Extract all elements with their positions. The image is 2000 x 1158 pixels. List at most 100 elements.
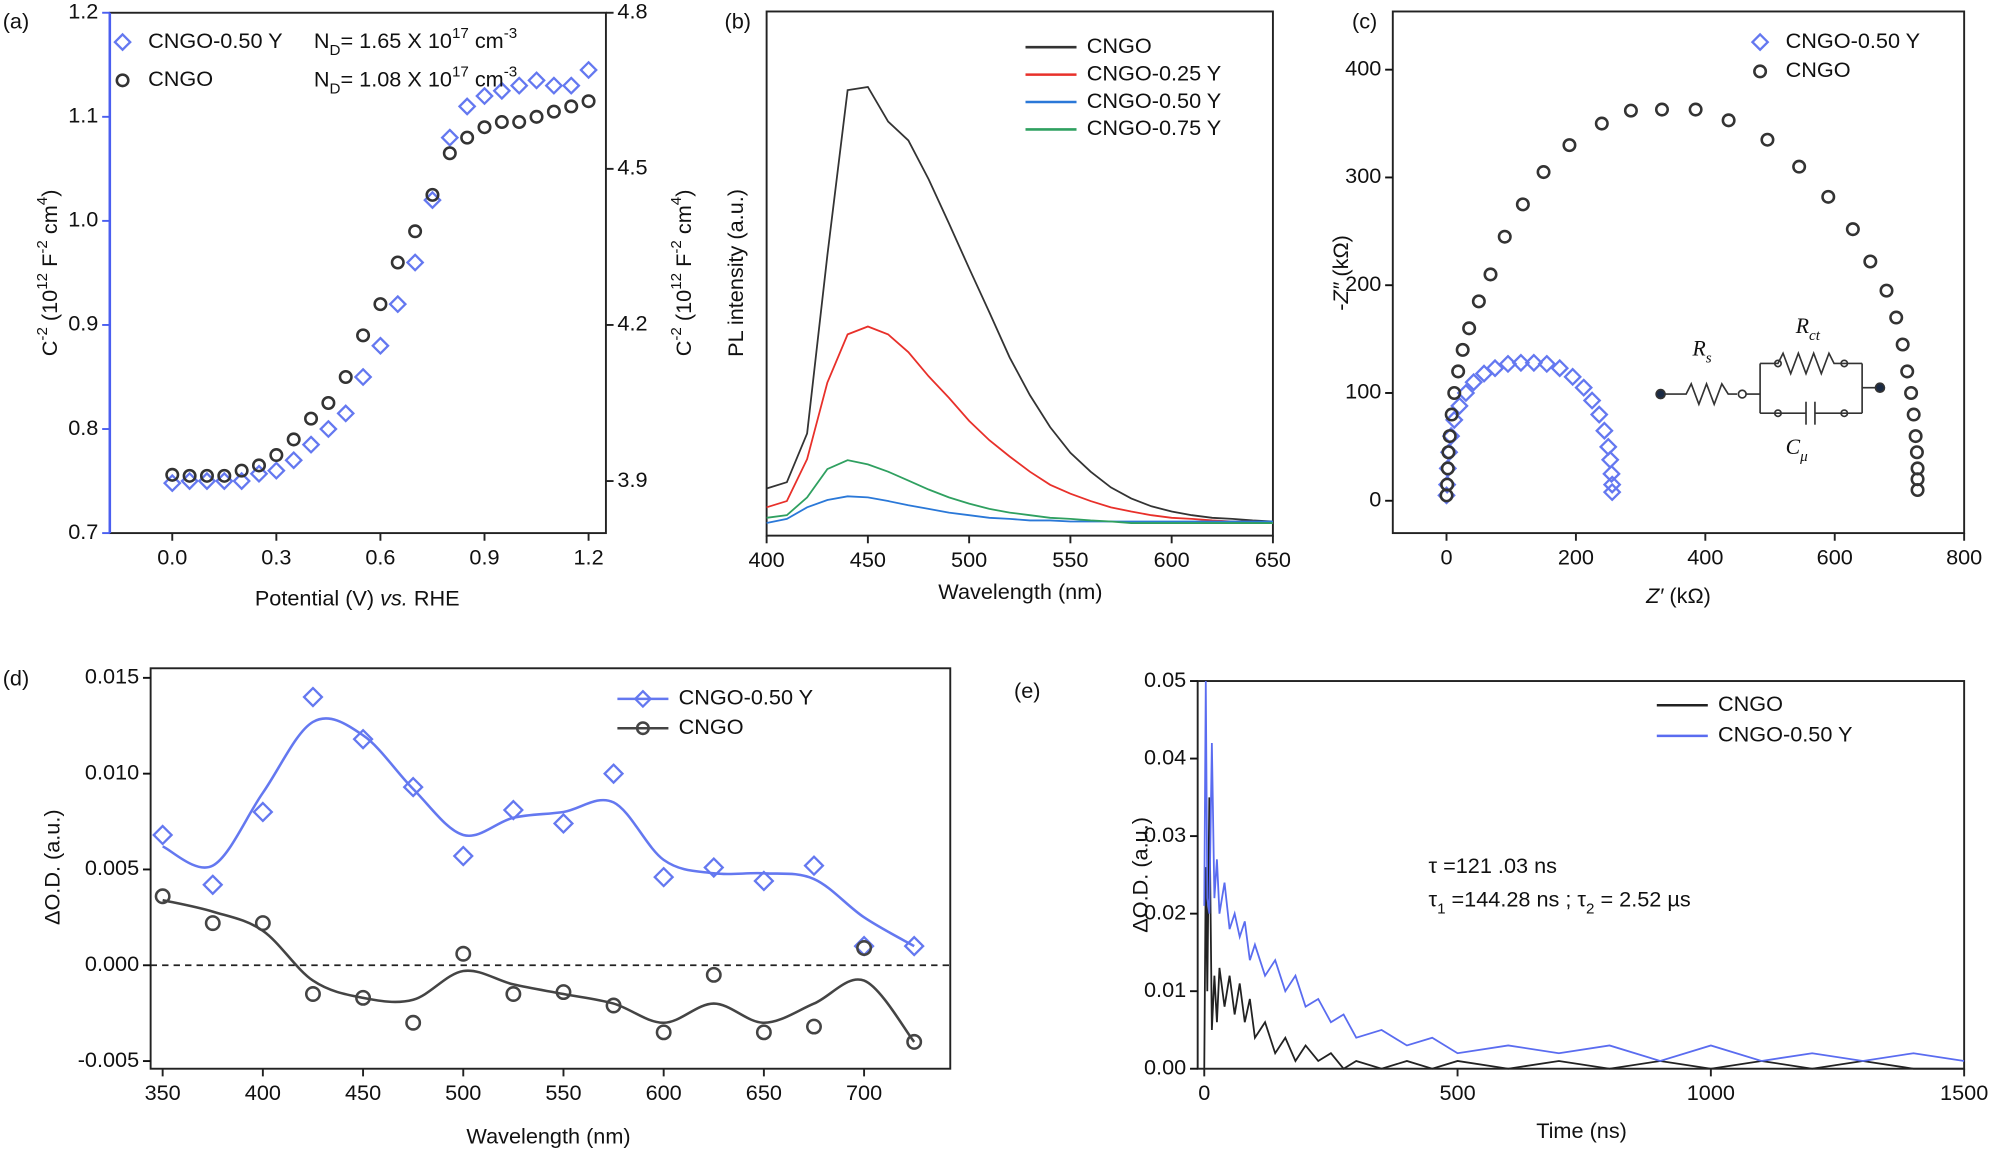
x-tick-label: 500 xyxy=(1439,1080,1475,1105)
legend-marker xyxy=(1750,32,1770,52)
marker xyxy=(655,1024,672,1041)
fit-curve xyxy=(162,717,915,948)
resistor xyxy=(1760,350,1863,377)
annotation: ND= 1.08 X 1017 cm-3 xyxy=(314,63,517,97)
text-part: F xyxy=(671,254,696,273)
y-tick-label: 1.0 xyxy=(68,207,98,232)
panel-label: (a) xyxy=(3,9,30,34)
y-tick-label: 0.04 xyxy=(1144,744,1186,769)
y2-tick-label: 4.5 xyxy=(617,155,647,180)
text-part: -3 xyxy=(504,25,517,42)
marker xyxy=(1471,294,1486,309)
plot-frame xyxy=(765,10,1274,537)
marker xyxy=(1792,159,1807,174)
series-line xyxy=(766,85,1273,523)
x-tick-label: 550 xyxy=(1052,547,1088,572)
text-part: 17 xyxy=(452,25,469,42)
marker xyxy=(1623,103,1638,118)
y-axis-label: PL intensity (a.u.) xyxy=(723,189,748,357)
legend-label: CNGO-0.50 Y xyxy=(1786,28,1921,53)
marker xyxy=(552,812,575,835)
marker xyxy=(856,940,873,956)
node xyxy=(1840,409,1849,418)
text-part: = 2.52 µs xyxy=(1594,886,1690,911)
text-part: τ xyxy=(1429,886,1438,911)
marker xyxy=(442,146,457,161)
y-axis-label: ΔO.D. (a.u.) xyxy=(1127,817,1152,933)
text-part: RHE xyxy=(408,585,460,610)
x-tick-label: 1500 xyxy=(1940,1080,1988,1105)
text-part: (kΩ) xyxy=(1663,583,1711,608)
marker xyxy=(906,1033,923,1050)
marker xyxy=(579,60,598,80)
text-part: (10 xyxy=(671,290,696,327)
x-tick-label: 400 xyxy=(245,1080,281,1105)
marker xyxy=(1536,165,1551,180)
text-part: -2 xyxy=(667,327,684,340)
marker xyxy=(1909,445,1924,460)
text-part: -2 xyxy=(34,240,51,253)
y-axis-label: ΔO.D. (a.u.) xyxy=(39,809,64,925)
marker xyxy=(338,369,353,385)
x-tick-label: 450 xyxy=(345,1080,381,1105)
marker xyxy=(1450,396,1469,416)
text-part: 4 xyxy=(34,197,51,205)
legend-marker xyxy=(115,73,130,88)
circuit-label: Rs xyxy=(1692,337,1712,367)
marker xyxy=(806,1018,822,1035)
y-tick-label: 0 xyxy=(1369,486,1381,511)
marker xyxy=(1845,222,1860,237)
marker xyxy=(304,986,321,1002)
marker xyxy=(251,458,267,473)
y-tick-label: 0.000 xyxy=(85,951,139,976)
y-axis-label: -Z″ (kΩ) xyxy=(1328,235,1353,311)
marker xyxy=(581,94,596,109)
marker xyxy=(803,855,825,877)
marker xyxy=(252,801,274,823)
y-tick-label: 0.015 xyxy=(85,664,139,689)
x-tick-label: 550 xyxy=(545,1080,581,1105)
y-tick-label: 200 xyxy=(1345,271,1381,296)
marker xyxy=(1511,353,1531,373)
marker xyxy=(903,935,925,957)
marker xyxy=(705,966,722,983)
marker xyxy=(1497,229,1512,244)
marker xyxy=(249,464,269,484)
marker xyxy=(1444,407,1459,422)
x-tick-label: 500 xyxy=(951,547,987,572)
marker xyxy=(1721,113,1736,128)
y-tick-label: 0.010 xyxy=(85,759,139,784)
x-axis-label: Z′ (kΩ) xyxy=(1645,583,1711,608)
marker xyxy=(1537,354,1557,374)
text-part: = 1.65 X 10 xyxy=(340,28,451,53)
marker xyxy=(1904,385,1919,401)
text-part: 12 xyxy=(34,273,51,290)
marker xyxy=(355,989,372,1006)
marker xyxy=(1498,354,1518,374)
y-tick-label: 1.1 xyxy=(68,103,98,128)
marker xyxy=(1910,482,1925,497)
marker xyxy=(1900,364,1915,379)
marker xyxy=(505,986,522,1002)
x-tick-label: 650 xyxy=(746,1080,782,1105)
y-tick-label: 400 xyxy=(1345,55,1381,80)
marker xyxy=(1441,445,1456,460)
legend-marker xyxy=(635,721,650,736)
series-line xyxy=(766,495,1273,524)
marker xyxy=(1444,410,1464,430)
marker xyxy=(561,76,581,95)
text-part: 4 xyxy=(667,197,684,205)
text-part: = 1.08 X 10 xyxy=(340,66,451,91)
text-part: s xyxy=(1706,350,1712,367)
legend-label: CNGO xyxy=(148,66,213,91)
marker xyxy=(1688,102,1703,117)
marker xyxy=(353,367,373,387)
terminal xyxy=(1655,388,1666,400)
marker xyxy=(653,866,675,888)
marker xyxy=(475,86,494,106)
y2-tick-label: 3.9 xyxy=(617,467,647,492)
y2-axis-label: C-2 (1012 F-2 cm4) xyxy=(667,190,695,357)
marker xyxy=(1563,367,1582,387)
text-part: cm xyxy=(469,28,504,53)
marker xyxy=(703,856,725,879)
